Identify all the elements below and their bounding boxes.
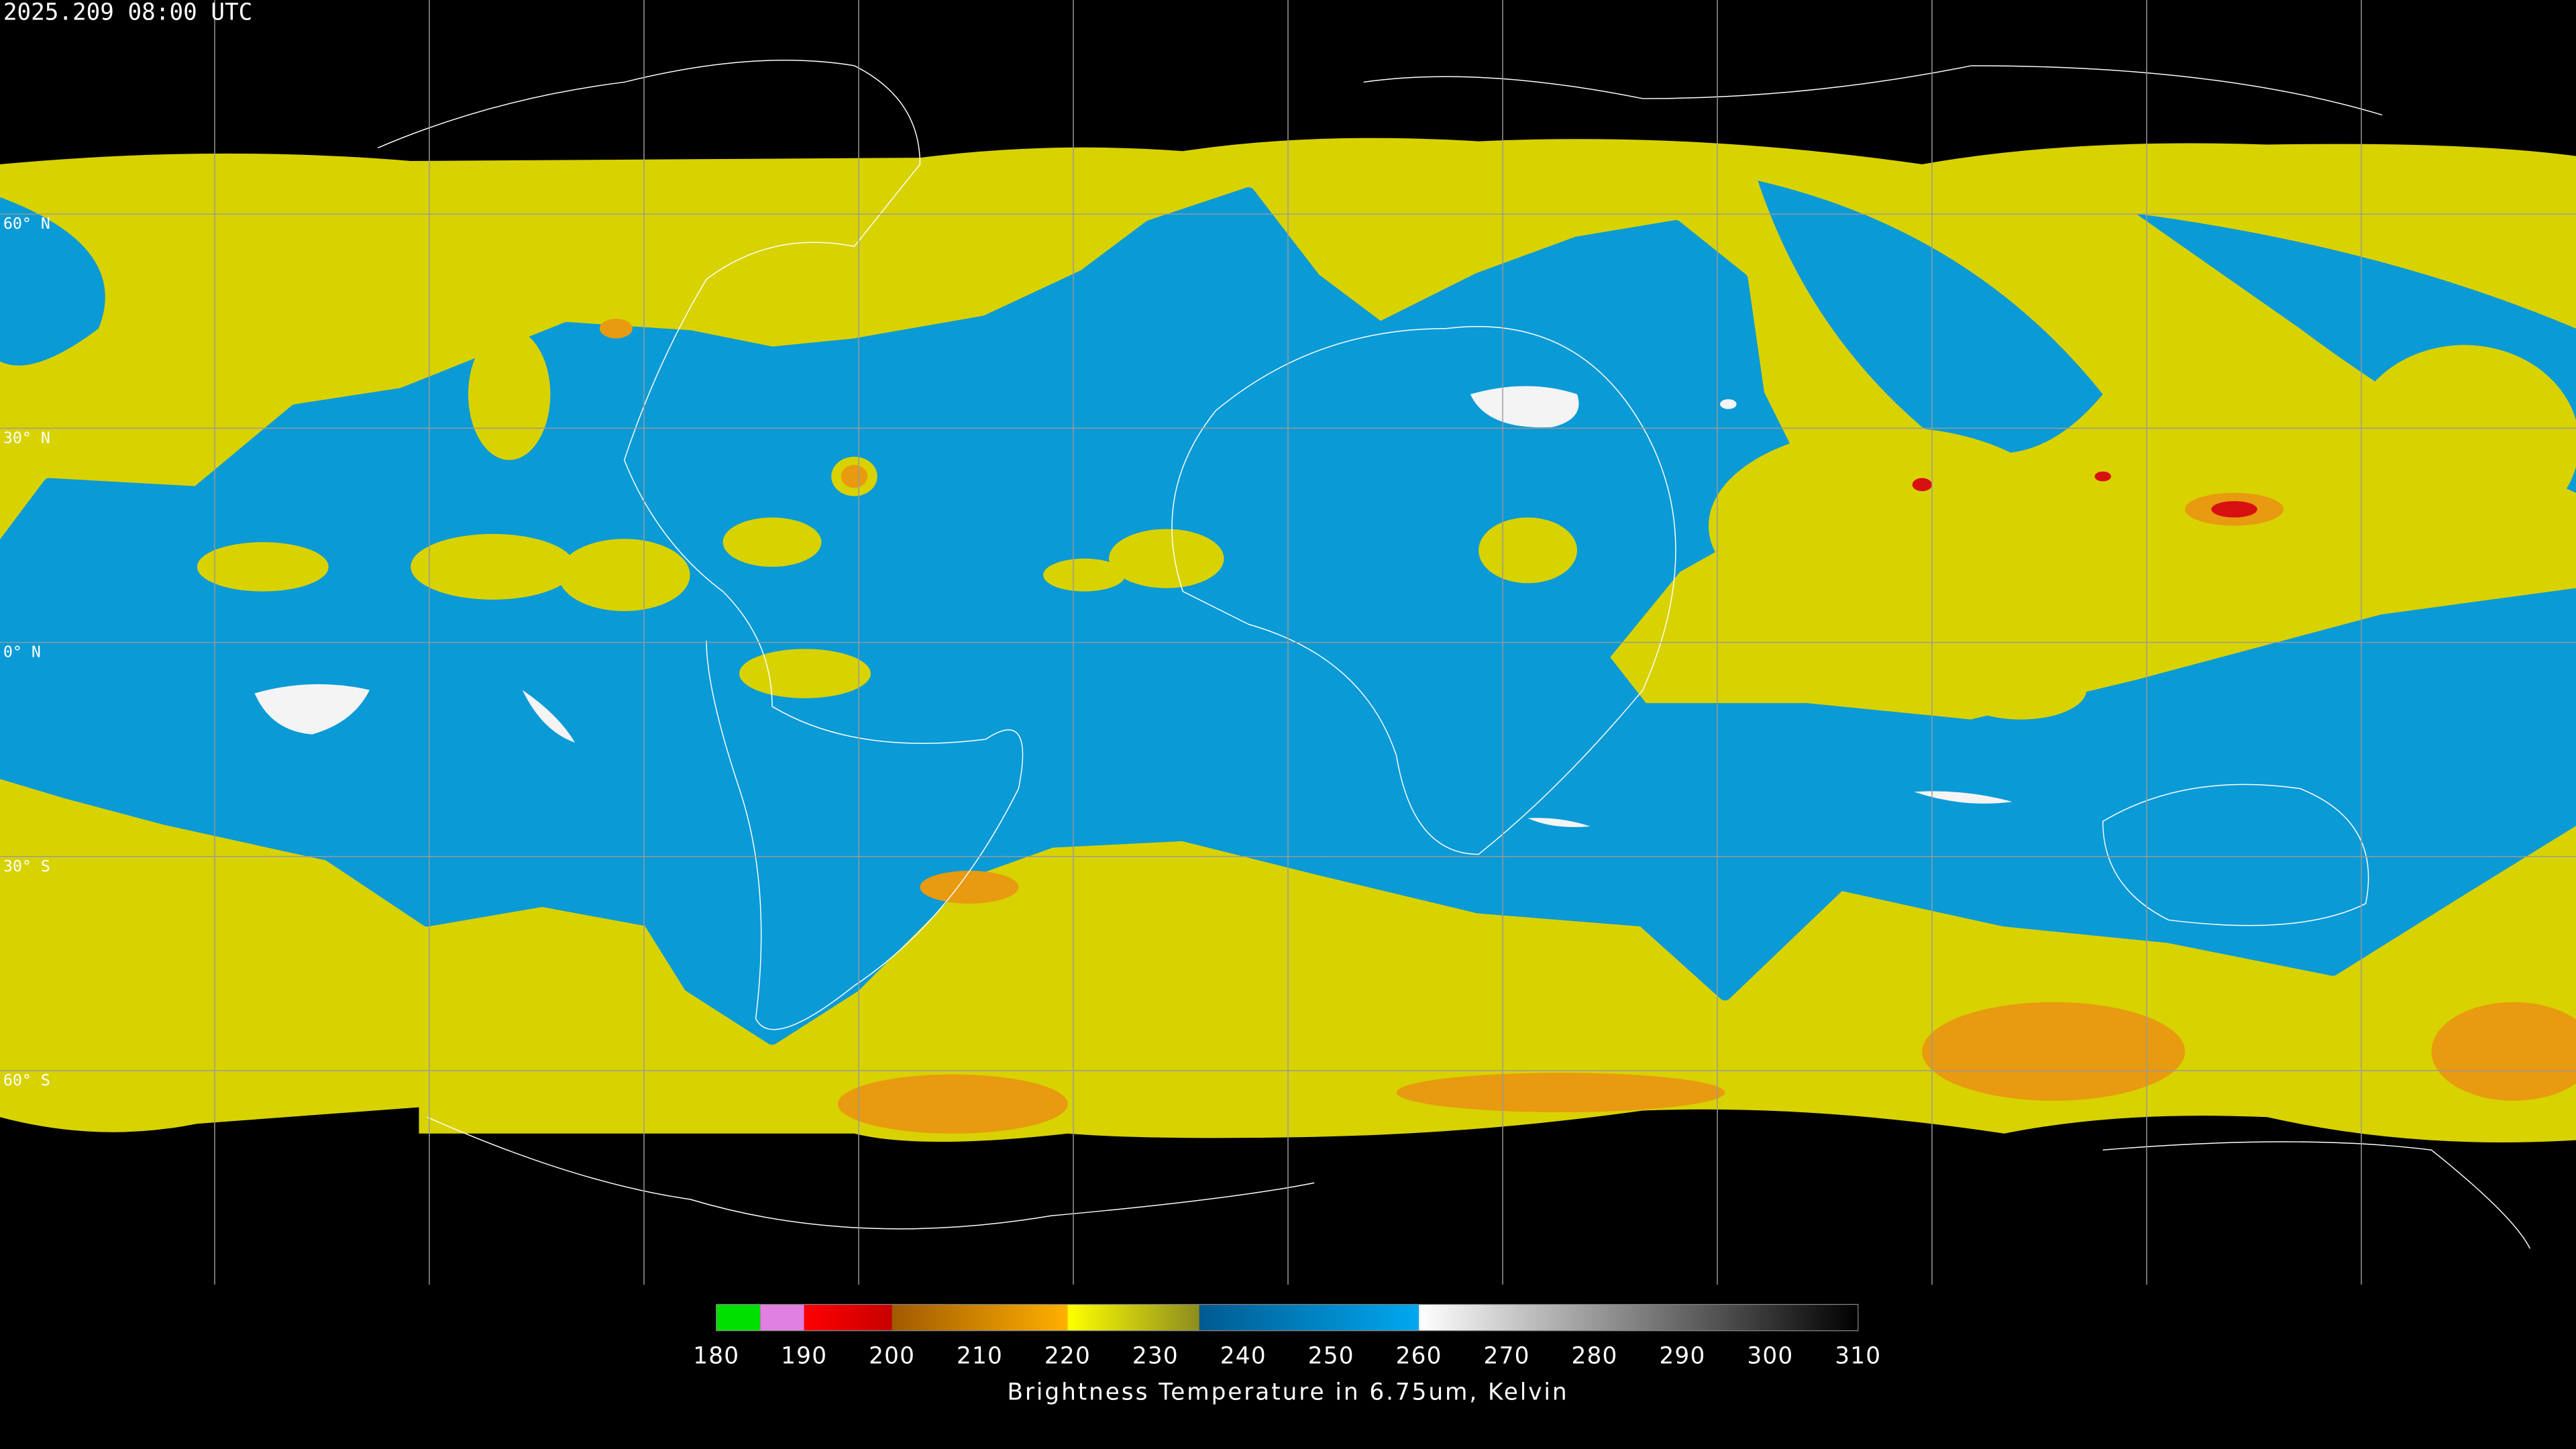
- very-cold-clouds: [1912, 471, 2257, 518]
- timestamp: 2025.209 08:00 UTC: [3, 0, 252, 25]
- colorbar-tick-label: 310: [1835, 1343, 1881, 1370]
- latitude-label: 30° S: [3, 857, 50, 875]
- colorbar-tick-label: 240: [1220, 1343, 1267, 1370]
- coastlines: [377, 60, 2531, 1249]
- colorbar-tick-label: 260: [1396, 1343, 1442, 1370]
- colorbar-tick-label: 250: [1308, 1343, 1354, 1370]
- latitude-label: 30° N: [3, 429, 50, 447]
- convective-clouds: [197, 271, 2576, 720]
- colorbar-tick-label: 180: [693, 1343, 739, 1370]
- colorbar-tick-label: 210: [957, 1343, 1003, 1370]
- colorbar-segment: [716, 1304, 761, 1331]
- colorbar-label: Brightness Temperature in 6.75um, Kelvin: [1007, 1379, 1568, 1406]
- colorbar-tick-label: 220: [1044, 1343, 1091, 1370]
- latitude-label: 60° S: [3, 1071, 50, 1089]
- colorbar-tick-label: 230: [1132, 1343, 1179, 1370]
- colorbar-tick-label: 280: [1571, 1343, 1617, 1370]
- latitude-label: 60° N: [3, 215, 50, 233]
- latitude-label: 0° N: [3, 643, 41, 661]
- colorbar-segment: [1419, 1304, 1858, 1331]
- colorbar-tick-label: 300: [1747, 1343, 1793, 1370]
- colorbar-segment: [804, 1304, 892, 1331]
- colorbar-tick-label: 290: [1659, 1343, 1705, 1370]
- colorbar-frame: [716, 1303, 1859, 1332]
- cold-clouds: [599, 319, 2576, 1134]
- colorbar-tick-label: 270: [1484, 1343, 1530, 1370]
- colorbar: 180 190 200 210 220 230 240 250 260 270 280 290 300 3…: [693, 1303, 1881, 1370]
- colorbar-segment: [1067, 1304, 1199, 1331]
- warm-dry-patches: [254, 386, 2012, 827]
- colorbar-segment: [1199, 1304, 1419, 1331]
- graticule: 60° N 30° N 0° N 30° S 60° S: [0, 0, 2576, 1285]
- colorbar-segment: [760, 1304, 804, 1331]
- colorbar-tick-label: 190: [781, 1343, 827, 1370]
- colorbar-tick-label: 200: [869, 1343, 915, 1370]
- colorbar-segment: [892, 1304, 1068, 1331]
